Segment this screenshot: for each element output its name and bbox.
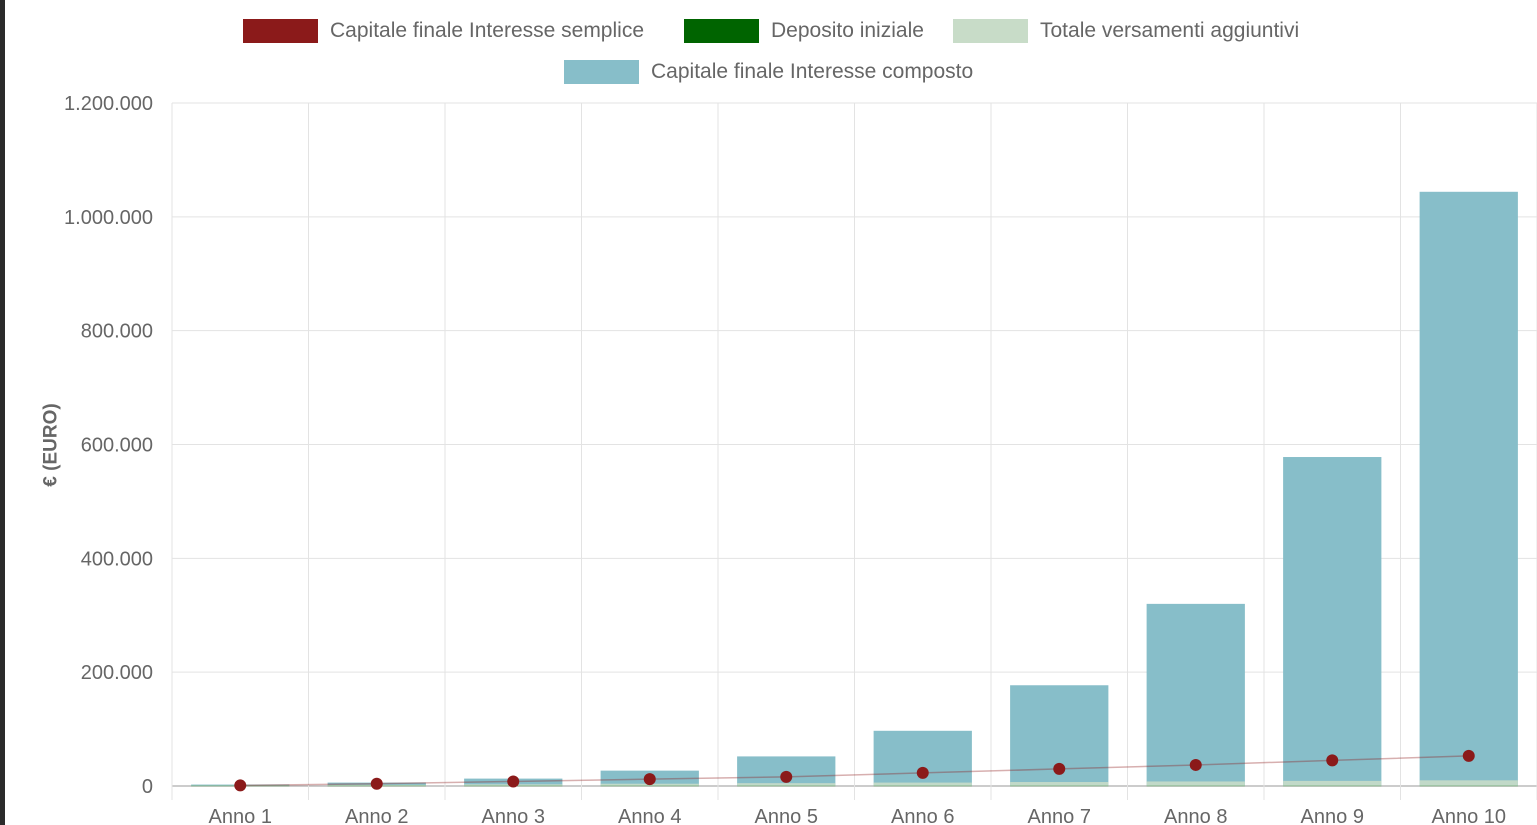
- x-tick-label: Anno 4: [618, 806, 681, 825]
- legend-label: Capitale finale Interesse composto: [651, 60, 974, 83]
- bar-versamenti-aggiuntivi: [1283, 780, 1382, 786]
- legend-label: Deposito iniziale: [771, 19, 924, 42]
- bar-versamenti-aggiuntivi: [1010, 782, 1109, 786]
- legend-item-deposito-iniziale[interactable]: Deposito iniziale: [684, 18, 924, 44]
- window-edge: [0, 0, 5, 825]
- legend-swatch: [953, 19, 1028, 43]
- point-interesse-semplice: [370, 777, 383, 790]
- point-interesse-semplice: [916, 766, 929, 779]
- x-tick-label: Anno 6: [891, 806, 954, 825]
- x-tick-label: Anno 1: [209, 806, 272, 825]
- bar-deposito-iniziale: [600, 785, 699, 787]
- bar-deposito-iniziale: [873, 785, 972, 787]
- x-tick-label: Anno 8: [1164, 806, 1227, 825]
- bar-deposito-iniziale: [1283, 785, 1382, 787]
- x-tick-label: Anno 3: [482, 806, 545, 825]
- y-tick-label: 1.200.000: [64, 93, 153, 115]
- point-interesse-semplice: [507, 775, 520, 788]
- line-interesse-semplice: [240, 755, 1469, 787]
- bar-deposito-iniziale: [1010, 785, 1109, 787]
- x-tick-label: Anno 2: [345, 806, 408, 825]
- legend-item-interesse-composto[interactable]: Capitale finale Interesse composto: [564, 59, 973, 85]
- y-tick-label: 0: [142, 776, 153, 798]
- legend-label: Totale versamenti aggiuntivi: [1040, 19, 1300, 42]
- x-tick-label: Anno 10: [1431, 806, 1506, 825]
- y-tick-label: 600.000: [81, 435, 153, 457]
- point-interesse-semplice: [643, 773, 656, 786]
- bar-versamenti-aggiuntivi: [1419, 780, 1518, 786]
- bar-deposito-iniziale: [737, 785, 836, 787]
- point-interesse-semplice: [1326, 754, 1339, 767]
- point-interesse-semplice: [1462, 749, 1475, 762]
- y-tick-label: 400.000: [81, 548, 153, 570]
- y-tick-label: 800.000: [81, 321, 153, 343]
- y-tick-label: 200.000: [81, 662, 153, 684]
- point-interesse-semplice: [1053, 762, 1066, 775]
- x-tick-label: Anno 5: [755, 806, 818, 825]
- bar-interesse-composto: [1146, 603, 1245, 786]
- bar-deposito-iniziale: [1419, 785, 1518, 787]
- x-tick-label: Anno 7: [1028, 806, 1091, 825]
- legend-item-interesse-semplice[interactable]: Capitale finale Interesse semplice: [243, 18, 644, 44]
- legend-swatch: [564, 60, 639, 84]
- legend-swatch: [684, 19, 759, 43]
- legend-label: Capitale finale Interesse semplice: [330, 19, 644, 42]
- bar-versamenti-aggiuntivi: [737, 783, 836, 786]
- bar-versamenti-aggiuntivi: [1146, 781, 1245, 786]
- point-interesse-semplice: [780, 770, 793, 783]
- bar-interesse-composto: [1283, 457, 1382, 786]
- y-tick-label: 1.000.000: [64, 207, 153, 229]
- legend-swatch: [243, 19, 318, 43]
- point-interesse-semplice: [234, 779, 247, 792]
- point-interesse-semplice: [1189, 758, 1202, 771]
- bar-versamenti-aggiuntivi: [873, 782, 972, 786]
- legend-item-versamenti-aggiuntivi[interactable]: Totale versamenti aggiuntivi: [953, 18, 1299, 44]
- x-tick-label: Anno 9: [1301, 806, 1364, 825]
- bar-interesse-composto: [1419, 191, 1518, 787]
- bar-deposito-iniziale: [1146, 785, 1245, 787]
